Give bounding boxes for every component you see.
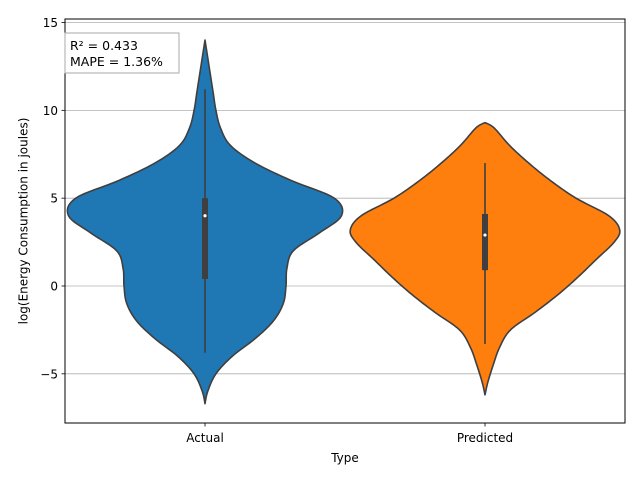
y-tick-label: 5 — [50, 192, 58, 206]
violin-iqr-actual — [202, 198, 208, 279]
annotation-frame — [64, 32, 180, 74]
stats-annotation: R² = 0.433 MAPE = 1.36% — [64, 32, 180, 74]
violin-median-predicted — [483, 233, 487, 237]
y-axis-label: log(Energy Consumption in joules) — [17, 118, 31, 325]
annotation-r2: R² = 0.433 — [70, 38, 138, 53]
y-tick-label: 10 — [43, 104, 58, 118]
plot-frame — [64, 18, 626, 424]
x-tick-label: Predicted — [457, 431, 513, 445]
violin-iqr-predicted — [482, 213, 488, 271]
violin-median-actual — [203, 214, 207, 218]
x-axis-label: Type — [330, 451, 359, 465]
annotation-mape: MAPE = 1.36% — [70, 54, 163, 69]
x-tick-label: Actual — [186, 431, 224, 445]
y-tick-label: −5 — [40, 367, 58, 381]
y-tick-label: 0 — [50, 279, 58, 293]
y-tick-label: 15 — [43, 16, 58, 30]
violins — [66, 39, 621, 405]
ticks: −5 0 5 10 15 Actual Predicted — [40, 16, 513, 445]
